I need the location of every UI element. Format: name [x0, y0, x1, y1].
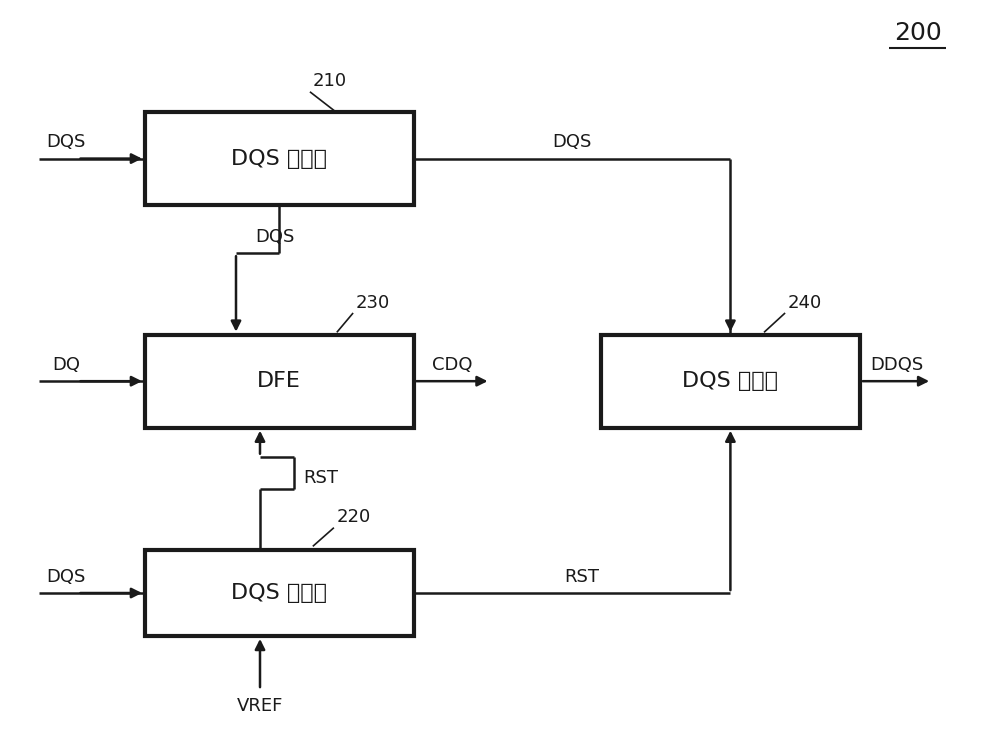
- Text: 230: 230: [356, 293, 390, 311]
- Bar: [145, 334, 414, 428]
- Text: DQS: DQS: [46, 568, 86, 586]
- Text: RST: RST: [303, 469, 338, 487]
- Text: DQS: DQS: [552, 133, 592, 151]
- Text: CDQ: CDQ: [432, 356, 472, 374]
- Bar: [145, 550, 414, 636]
- Text: RST: RST: [564, 568, 599, 586]
- Text: DQS: DQS: [46, 133, 86, 151]
- Text: DQ: DQ: [52, 356, 80, 374]
- Text: 240: 240: [788, 293, 822, 311]
- Text: DFE: DFE: [257, 371, 301, 391]
- Text: DQS: DQS: [255, 228, 295, 246]
- Text: 210: 210: [313, 72, 347, 90]
- Text: DQS 分频器: DQS 分频器: [682, 371, 778, 391]
- Text: 200: 200: [894, 21, 941, 45]
- Text: 220: 220: [337, 508, 371, 527]
- Text: DQS 缓冲器: DQS 缓冲器: [231, 149, 327, 168]
- Bar: [145, 112, 414, 205]
- Text: DDQS: DDQS: [870, 356, 923, 374]
- Text: DQS 检测器: DQS 检测器: [231, 583, 327, 603]
- Bar: [601, 334, 860, 428]
- Text: VREF: VREF: [237, 697, 283, 715]
